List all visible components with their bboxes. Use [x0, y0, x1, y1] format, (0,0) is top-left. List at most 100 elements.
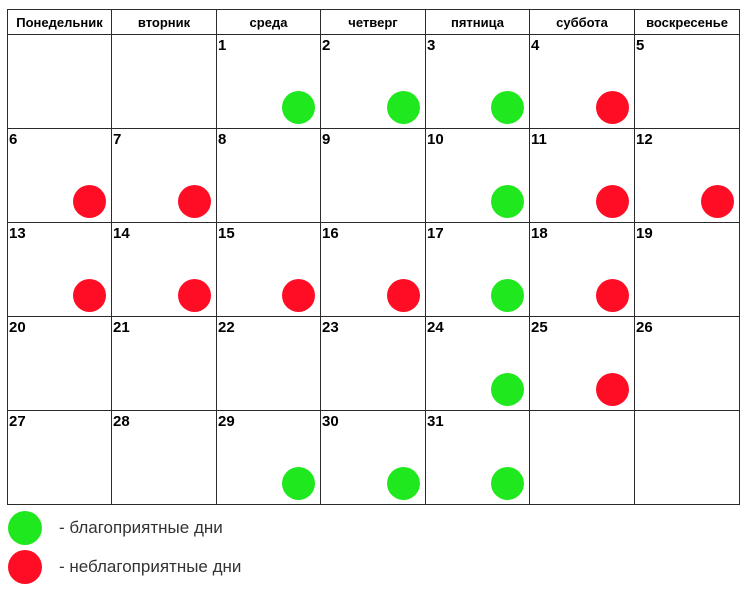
day-number: 3	[427, 37, 436, 54]
day-number: 26	[636, 319, 653, 336]
empty-cell	[111, 34, 217, 129]
day-number: 12	[636, 131, 653, 148]
day-number: 9	[322, 131, 331, 148]
day-cell: 5	[634, 34, 740, 129]
week-row: 6 7 8 9 10 11 12	[7, 128, 740, 223]
weekday-wednesday: среда	[216, 9, 321, 35]
day-cell: 23	[320, 316, 426, 411]
day-cell: 28	[111, 410, 217, 505]
empty-cell	[7, 34, 112, 129]
green-dot-icon	[491, 373, 524, 406]
day-cell: 21	[111, 316, 217, 411]
green-dot-icon	[491, 279, 524, 312]
day-number: 4	[531, 37, 540, 54]
legend-favorable: - благоприятные дни	[8, 511, 223, 545]
day-number: 29	[218, 413, 235, 430]
day-cell: 22	[216, 316, 321, 411]
day-cell: 14	[111, 222, 217, 317]
day-cell: 31	[425, 410, 530, 505]
day-number: 2	[322, 37, 331, 54]
day-number: 11	[531, 131, 547, 148]
day-cell: 19	[634, 222, 740, 317]
day-cell: 30	[320, 410, 426, 505]
empty-cell	[529, 410, 635, 505]
day-cell: 13	[7, 222, 112, 317]
day-cell: 4	[529, 34, 635, 129]
red-dot-icon	[596, 91, 629, 124]
day-number: 18	[531, 225, 548, 242]
weekday-header-row: Понедельник вторник среда четверг пятниц…	[7, 9, 740, 35]
day-cell: 15	[216, 222, 321, 317]
day-number: 5	[636, 37, 645, 54]
red-dot-icon	[596, 373, 629, 406]
green-dot-icon	[8, 511, 42, 545]
day-number: 1	[218, 37, 227, 54]
weekday-thursday: четверг	[320, 9, 426, 35]
weekday-monday: Понедельник	[7, 9, 112, 35]
green-dot-icon	[491, 185, 524, 218]
day-number: 22	[218, 319, 235, 336]
day-number: 15	[218, 225, 235, 242]
day-cell: 29	[216, 410, 321, 505]
day-number: 8	[218, 131, 227, 148]
day-cell: 27	[7, 410, 112, 505]
red-dot-icon	[701, 185, 734, 218]
weekday-tuesday: вторник	[111, 9, 217, 35]
legend-favorable-label: - благоприятные дни	[59, 518, 223, 537]
day-number: 19	[636, 225, 653, 242]
day-cell: 18	[529, 222, 635, 317]
weekday-sunday: воскресенье	[634, 9, 740, 35]
day-cell: 10	[425, 128, 530, 223]
red-dot-icon	[596, 279, 629, 312]
red-dot-icon	[596, 185, 629, 218]
day-cell: 6	[7, 128, 112, 223]
day-number: 17	[427, 225, 444, 242]
red-dot-icon	[8, 550, 42, 584]
day-cell: 26	[634, 316, 740, 411]
legend-unfavorable-label: - неблагоприятные дни	[59, 557, 242, 576]
red-dot-icon	[73, 185, 106, 218]
day-cell: 17	[425, 222, 530, 317]
day-cell: 12	[634, 128, 740, 223]
day-number: 23	[322, 319, 339, 336]
green-dot-icon	[387, 467, 420, 500]
calendar-body: 1 2 3 4 5 6 7 8 9 10 11 12 13 14 15 16 17 18 19 20 21 22 23 24 2…	[7, 34, 740, 505]
green-dot-icon	[387, 91, 420, 124]
day-cell: 3	[425, 34, 530, 129]
week-row: 27 28 29 30 31	[7, 410, 740, 505]
day-number: 20	[9, 319, 26, 336]
day-number: 28	[113, 413, 130, 430]
day-number: 14	[113, 225, 130, 242]
day-number: 27	[9, 413, 26, 430]
day-number: 10	[427, 131, 444, 148]
green-dot-icon	[282, 467, 315, 500]
day-number: 25	[531, 319, 548, 336]
day-cell: 9	[320, 128, 426, 223]
day-cell: 16	[320, 222, 426, 317]
empty-cell	[634, 410, 740, 505]
day-number: 30	[322, 413, 339, 430]
calendar-grid: Понедельник вторник среда четверг пятниц…	[7, 9, 740, 505]
day-cell: 25	[529, 316, 635, 411]
weekday-saturday: суббота	[529, 9, 635, 35]
day-number: 24	[427, 319, 444, 336]
red-dot-icon	[178, 185, 211, 218]
red-dot-icon	[178, 279, 211, 312]
day-number: 21	[113, 319, 130, 336]
day-cell: 7	[111, 128, 217, 223]
week-row: 1 2 3 4 5	[7, 34, 740, 129]
day-cell: 8	[216, 128, 321, 223]
day-number: 31	[427, 413, 444, 430]
week-row: 13 14 15 16 17 18 19	[7, 222, 740, 317]
day-number: 6	[9, 131, 18, 148]
red-dot-icon	[387, 279, 420, 312]
red-dot-icon	[282, 279, 315, 312]
week-row: 20 21 22 23 24 25 26	[7, 316, 740, 411]
day-cell: 11	[529, 128, 635, 223]
day-cell: 2	[320, 34, 426, 129]
day-cell: 24	[425, 316, 530, 411]
green-dot-icon	[491, 467, 524, 500]
green-dot-icon	[491, 91, 524, 124]
day-number: 16	[322, 225, 339, 242]
day-cell: 20	[7, 316, 112, 411]
